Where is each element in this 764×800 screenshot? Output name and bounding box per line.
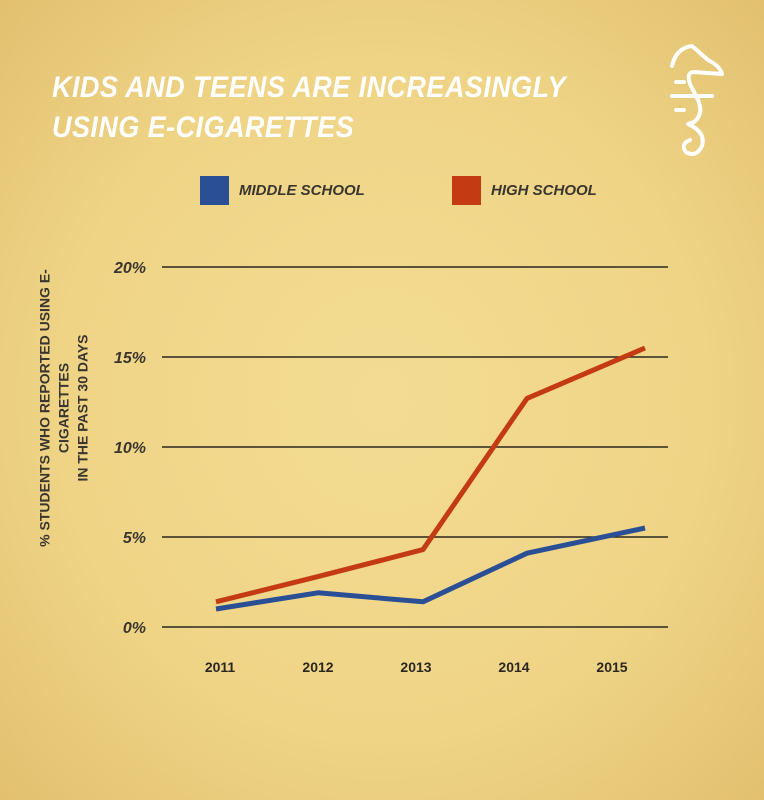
y-tick-label: 5% xyxy=(123,530,146,547)
x-tick-label: 2011 xyxy=(205,659,236,675)
legend-high-school: HIGH SCHOOL xyxy=(452,176,597,205)
x-tick-label: 2013 xyxy=(400,659,431,675)
title-line-2: USING E-CIGARETTES xyxy=(52,111,355,144)
y-tick-label: 10% xyxy=(114,440,146,457)
y-tick-label: 0% xyxy=(123,620,146,637)
series-line-high-school xyxy=(215,345,646,605)
x-tick-label: 2014 xyxy=(498,659,529,675)
y-tick-label: 20% xyxy=(113,260,146,277)
legend-swatch-middle-school xyxy=(200,176,229,205)
chart-title: KIDS AND TEENS ARE INCREASINGLY USING E-… xyxy=(52,68,566,148)
legend-middle-school: MIDDLE SCHOOL xyxy=(200,176,365,205)
legend-label: HIGH SCHOOL xyxy=(491,182,597,199)
x-tick-label: 2015 xyxy=(596,659,627,675)
title-line-1: KIDS AND TEENS ARE INCREASINGLY xyxy=(52,71,566,104)
x-tick-label: 2012 xyxy=(302,659,333,675)
y-tick-label: 15% xyxy=(114,350,146,367)
legend-label: MIDDLE SCHOOL xyxy=(239,182,365,199)
legend-swatch-high-school xyxy=(452,176,481,205)
